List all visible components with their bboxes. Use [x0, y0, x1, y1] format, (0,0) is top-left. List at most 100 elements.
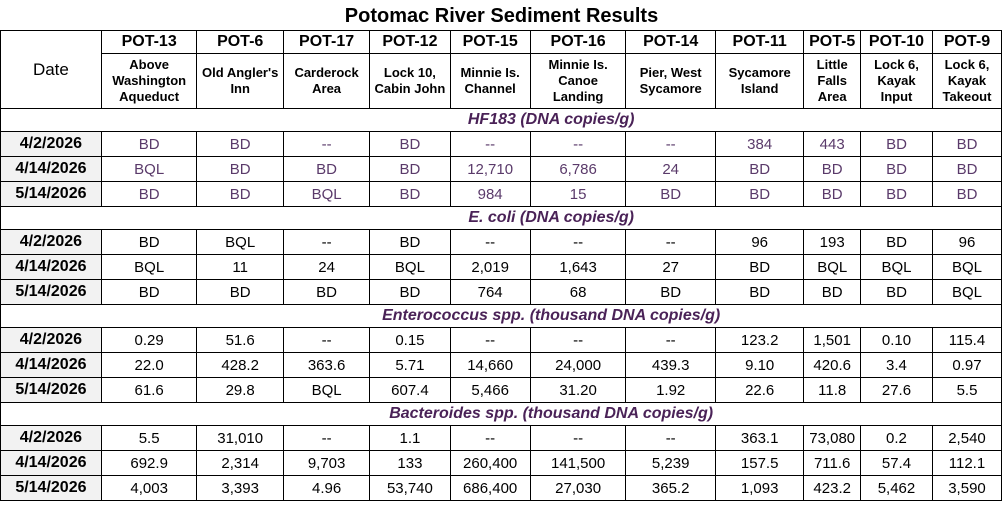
value-cell: 5.5 — [100, 425, 198, 451]
table-row: 4/2/2026 0.29 51.6 -- 0.15 -- -- -- 123.2 1,501 0.… — [0, 327, 1003, 353]
value-cell: 365.2 — [625, 475, 716, 501]
date-cell: 4/14/2026 — [0, 450, 102, 476]
value-cell: 68 — [529, 279, 627, 305]
value-cell: 29.8 — [196, 377, 284, 403]
value-cell: -- — [625, 131, 716, 157]
value-cell: 5,462 — [859, 475, 933, 501]
value-cell: BD — [859, 131, 933, 157]
value-cell: -- — [282, 229, 371, 255]
site-location-header: Carderock Area — [282, 53, 371, 109]
value-cell: -- — [449, 229, 531, 255]
value-cell: BQL — [859, 254, 933, 280]
section-spacer — [0, 206, 102, 230]
date-cell: 4/2/2026 — [0, 229, 102, 255]
value-cell: -- — [282, 425, 371, 451]
value-cell: 711.6 — [803, 450, 861, 476]
value-cell: 0.97 — [931, 352, 1003, 378]
value-cell: -- — [625, 327, 716, 353]
table-row: 4/14/2026 692.9 2,314 9,703 133 260,400 141,50… — [0, 450, 1003, 476]
value-cell: 9,703 — [282, 450, 371, 476]
value-cell: 4,003 — [100, 475, 198, 501]
section-spacer — [0, 304, 102, 328]
value-cell: 1.92 — [625, 377, 716, 403]
value-cell: BD — [859, 279, 933, 305]
site-code-header: POT-16 — [529, 30, 627, 54]
value-cell: 157.5 — [714, 450, 805, 476]
value-cell: 3.4 — [859, 352, 933, 378]
value-cell: BD — [196, 181, 284, 207]
value-cell: BD — [100, 181, 198, 207]
value-cell: BQL — [803, 254, 861, 280]
section-row: HF183 (DNA copies/g) — [0, 108, 1003, 132]
site-code-header: POT-5 — [803, 30, 861, 54]
value-cell: 133 — [369, 450, 451, 476]
site-location-header: Above Washington Aqueduct — [100, 53, 198, 109]
value-cell: -- — [529, 327, 627, 353]
value-cell: 5.71 — [369, 352, 451, 378]
date-cell: 4/2/2026 — [0, 327, 102, 353]
value-cell: 0.2 — [859, 425, 933, 451]
header-row-codes: Date POT-13 POT-6 POT-17 POT-12 POT-15 POT-16 P… — [0, 30, 1003, 109]
date-cell: 5/14/2026 — [0, 279, 102, 305]
value-cell: -- — [449, 131, 531, 157]
value-cell: -- — [529, 229, 627, 255]
value-cell: 61.6 — [100, 377, 198, 403]
site-code-header: POT-13 — [100, 30, 198, 54]
value-cell: BD — [282, 279, 371, 305]
value-cell: 115.4 — [931, 327, 1003, 353]
value-cell: 443 — [803, 131, 861, 157]
value-cell: 9.10 — [714, 352, 805, 378]
value-cell: 420.6 — [803, 352, 861, 378]
value-cell: 260,400 — [449, 450, 531, 476]
value-cell: 27.6 — [859, 377, 933, 403]
value-cell: 31.20 — [529, 377, 627, 403]
section-label: E. coli (DNA copies/g) — [101, 206, 1003, 230]
value-cell: BD — [369, 229, 451, 255]
table-row: 5/14/2026 BD BD BQL BD 984 15 BD BD BD BD BD — [0, 181, 1003, 207]
date-cell: 5/14/2026 — [0, 377, 102, 403]
value-cell: BD — [369, 279, 451, 305]
section-row: Bacteroides spp. (thousand DNA copies/g) — [0, 402, 1003, 426]
value-cell: BD — [714, 181, 805, 207]
value-cell: 123.2 — [714, 327, 805, 353]
value-cell: BD — [859, 229, 933, 255]
value-cell: BQL — [196, 229, 284, 255]
value-cell: 31,010 — [196, 425, 284, 451]
value-cell: 11 — [196, 254, 284, 280]
value-cell: 1.1 — [369, 425, 451, 451]
value-cell: 11.8 — [803, 377, 861, 403]
header-row-locations: Above Washington Aqueduct Old Angler's In… — [1, 53, 1003, 109]
value-cell: 51.6 — [196, 327, 284, 353]
value-cell: BD — [369, 156, 451, 182]
date-cell: 4/14/2026 — [0, 254, 102, 280]
results-table: Date POT-13 POT-6 POT-17 POT-12 POT-15 POT-16 P… — [0, 30, 1003, 501]
value-cell: BD — [859, 181, 933, 207]
value-cell: 53,740 — [369, 475, 451, 501]
value-cell: BD — [196, 156, 284, 182]
date-cell: 4/2/2026 — [0, 131, 102, 157]
value-cell: BD — [714, 254, 805, 280]
value-cell: BQL — [931, 279, 1003, 305]
value-cell: 24,000 — [529, 352, 627, 378]
value-cell: BD — [369, 131, 451, 157]
site-code-header: POT-17 — [282, 30, 371, 54]
value-cell: BQL — [369, 254, 451, 280]
section-row: Enterococcus spp. (thousand DNA copies/g… — [0, 304, 1003, 328]
value-cell: 2,540 — [931, 425, 1003, 451]
value-cell: 692.9 — [100, 450, 198, 476]
site-location-header: Lock 6, Kayak Takeout — [931, 53, 1003, 109]
value-cell: BQL — [100, 254, 198, 280]
value-cell: 24 — [282, 254, 371, 280]
value-cell: BD — [803, 181, 861, 207]
date-cell: 5/14/2026 — [0, 181, 102, 207]
site-location-header: Lock 6, Kayak Input — [859, 53, 933, 109]
value-cell: 5.5 — [931, 377, 1003, 403]
value-cell: -- — [625, 425, 716, 451]
value-cell: -- — [529, 425, 627, 451]
value-cell: 96 — [714, 229, 805, 255]
value-cell: 428.2 — [196, 352, 284, 378]
value-cell: 439.3 — [625, 352, 716, 378]
site-location-header: Minnie Is. Channel — [449, 53, 531, 109]
section-spacer — [0, 402, 102, 426]
value-cell: 2,314 — [196, 450, 284, 476]
